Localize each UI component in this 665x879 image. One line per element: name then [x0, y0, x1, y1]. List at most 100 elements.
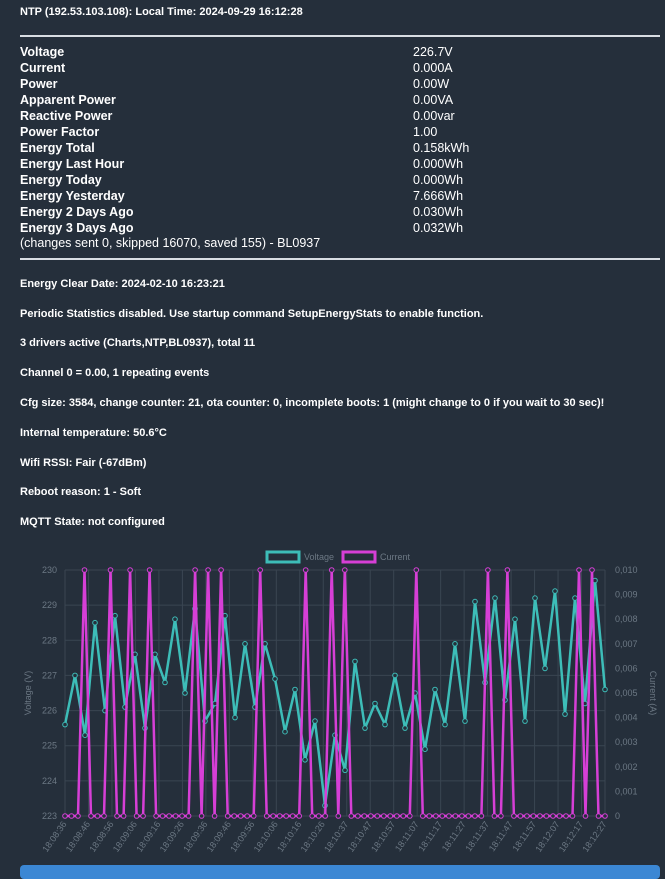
voltage-point	[82, 732, 88, 738]
voltage-point	[272, 676, 278, 682]
measurement-label: Energy Last Hour	[20, 157, 125, 171]
current-point	[348, 813, 355, 819]
voltage-point	[382, 721, 388, 728]
y-left-axis-title: Voltage (V)	[23, 671, 33, 716]
current-point	[250, 813, 257, 819]
current-point	[244, 813, 250, 819]
y-right-tick-label: 0,002	[615, 762, 638, 772]
voltage-point	[552, 588, 558, 594]
current-point	[114, 813, 120, 819]
current-point	[400, 813, 407, 819]
current-point	[120, 813, 127, 819]
current-point	[127, 567, 133, 573]
current-point	[407, 813, 413, 819]
voltage-point	[362, 725, 368, 731]
current-point	[361, 813, 368, 819]
measurement-label: Energy Yesterday	[20, 189, 125, 203]
current-point	[524, 813, 530, 819]
current-point	[342, 567, 348, 573]
divider-bottom	[20, 258, 660, 260]
current-point	[172, 813, 179, 819]
voltage-point	[462, 718, 468, 724]
voltage-point	[402, 725, 408, 731]
y-left-tick-label: 229	[42, 600, 57, 610]
measurement-row: Energy Total 0.158kWh	[20, 140, 469, 156]
info-line: Cfg size: 3584, change counter: 21, ota …	[20, 397, 605, 409]
voltage-point	[162, 679, 168, 686]
measurement-label: Voltage	[20, 45, 65, 59]
current-point	[276, 813, 283, 819]
current-point	[517, 813, 524, 819]
current-point	[81, 567, 88, 573]
current-point	[283, 813, 290, 819]
ntp-time-line: NTP (192.53.103.108): Local Time: 2024-0…	[20, 6, 303, 18]
x-tick-label: 18:12:27	[580, 819, 608, 853]
current-point	[315, 813, 322, 819]
measurement-label: Energy Today	[20, 173, 102, 187]
info-line: Channel 0 = 0.00, 1 repeating events	[20, 367, 210, 379]
voltage-point	[302, 757, 308, 763]
measurement-label: Power	[20, 77, 58, 91]
y-right-axis-title: Current (A)	[648, 671, 658, 716]
measurement-row: Power Factor 1.00	[20, 124, 469, 140]
measurement-row: Energy Last Hour 0.000Wh	[20, 156, 469, 172]
measurement-row: Energy Today 0.000Wh	[20, 172, 469, 188]
voltage-point	[372, 700, 378, 707]
current-point	[569, 813, 576, 819]
measurement-value: 0.158kWh	[413, 141, 470, 155]
voltage-point	[352, 658, 358, 665]
current-point	[68, 813, 75, 819]
current-point	[537, 813, 543, 819]
voltage-point	[472, 598, 478, 605]
current-point	[140, 813, 146, 819]
current-point	[192, 567, 198, 573]
current-point	[374, 813, 381, 819]
measurement-value: 0.000Wh	[413, 157, 464, 171]
voltage-point	[62, 721, 68, 728]
measurement-row: Apparent Power 0.00VA	[20, 92, 469, 108]
current-point	[511, 813, 517, 819]
voltage-point	[392, 672, 398, 679]
current-point	[582, 813, 589, 819]
legend-label: Current	[380, 552, 411, 562]
current-point	[218, 567, 224, 573]
voltage-point	[492, 595, 498, 601]
current-point	[543, 813, 550, 819]
measurement-row: Reactive Power 0.00var	[20, 108, 469, 124]
current-point	[602, 813, 608, 819]
info-line: Reboot reason: 1 - Soft	[20, 486, 142, 498]
current-point	[576, 567, 582, 573]
voltage-point	[312, 718, 318, 724]
current-point	[589, 567, 595, 573]
voltage-point	[572, 595, 578, 601]
current-point	[257, 567, 264, 573]
y-left-tick-label: 223	[42, 811, 57, 821]
current-point	[101, 813, 107, 819]
voltage-point	[292, 686, 298, 693]
y-right-tick-label: 0,001	[615, 786, 638, 796]
measurement-row: Current 0.000A	[20, 60, 469, 76]
current-point	[211, 813, 218, 819]
current-point	[420, 813, 426, 819]
info-line: Wifi RSSI: Fair (-67dBm)	[20, 457, 147, 469]
bottom-button-bar[interactable]	[20, 865, 660, 879]
current-point	[563, 813, 569, 819]
measurement-row: Energy 2 Days Ago 0.030Wh	[20, 204, 469, 220]
legend-swatch	[265, 550, 301, 564]
y-right-tick-label: 0,006	[615, 663, 638, 673]
current-point	[75, 813, 81, 819]
current-point	[368, 813, 374, 819]
voltage-point	[422, 746, 428, 752]
voltage-point	[522, 718, 528, 724]
current-point	[433, 813, 439, 819]
current-point	[146, 567, 153, 573]
y-left-tick-label: 227	[42, 670, 57, 680]
y-right-tick-label: 0,003	[615, 737, 638, 747]
measurement-value: 0.00var	[413, 109, 455, 123]
y-right-tick-label: 0,008	[615, 614, 638, 624]
current-point	[452, 813, 459, 819]
voltage-point	[282, 728, 288, 735]
current-point	[270, 813, 277, 819]
current-point	[335, 813, 342, 819]
measurement-label: Reactive Power	[20, 109, 113, 123]
